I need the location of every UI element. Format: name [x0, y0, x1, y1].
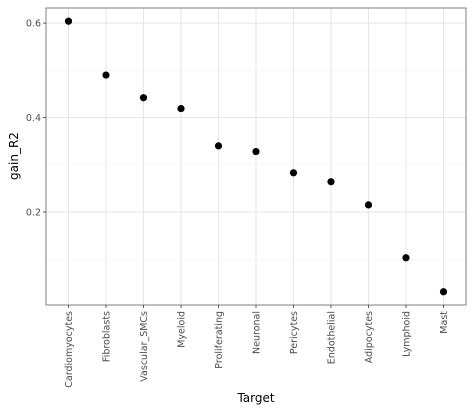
- point: [252, 147, 260, 156]
- x-tick-label: Myeloid: [177, 311, 188, 348]
- point: [64, 17, 73, 25]
- y-tick-label: 0.6: [26, 19, 41, 30]
- x-tick-label: Cardiomyocytes: [64, 311, 75, 388]
- point: [439, 288, 448, 296]
- y-axis-title: gain_R2: [7, 132, 21, 180]
- x-tick-label: Fibroblasts: [102, 311, 113, 362]
- x-tick-label: Pericytes: [289, 311, 300, 354]
- marks: [64, 17, 448, 296]
- x-tick-label: Vascular_SMCs: [139, 311, 150, 382]
- x-tick-label: Mast: [439, 311, 450, 334]
- x-tick-label: Adipocytes: [364, 311, 375, 363]
- point: [177, 104, 185, 113]
- grid: [46, 8, 466, 305]
- point: [364, 201, 373, 209]
- point: [214, 142, 223, 150]
- y-tick-label: 0.4: [26, 113, 41, 124]
- x-tick-label: Endothelial: [327, 311, 338, 364]
- point: [139, 94, 148, 102]
- y-tick-label: 0.2: [26, 207, 41, 218]
- point: [402, 254, 410, 262]
- x-tick-label: Proliferating: [214, 311, 225, 369]
- x-axis-title: Target: [236, 391, 274, 405]
- point: [102, 71, 110, 79]
- x-tick-label: Neuronal: [252, 311, 263, 354]
- x-tick-label: Lymphoid: [402, 311, 413, 357]
- point: [289, 169, 298, 177]
- point: [327, 178, 335, 186]
